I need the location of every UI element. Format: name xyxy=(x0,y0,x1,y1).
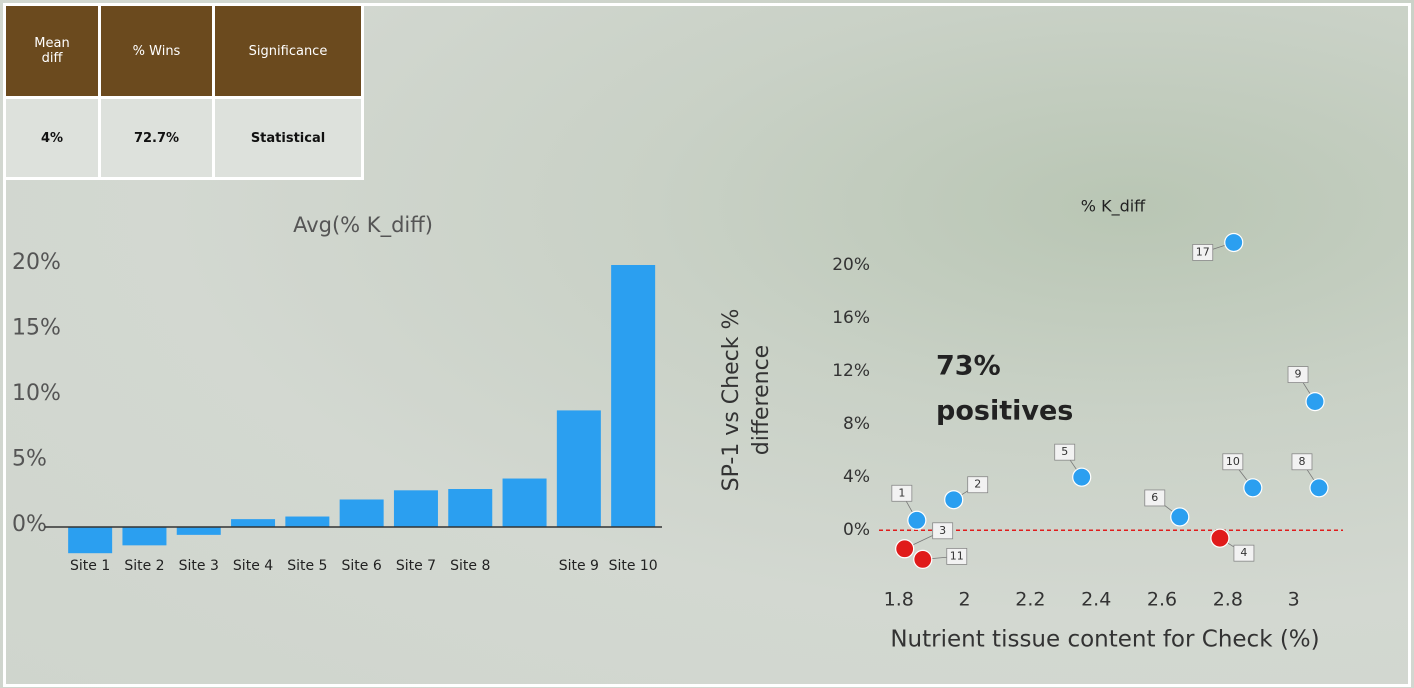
point-label: 11 xyxy=(950,549,964,562)
bar xyxy=(176,527,221,535)
point xyxy=(944,490,964,510)
x-tick-label: Site 4 xyxy=(233,558,273,574)
point-label-box xyxy=(932,522,954,540)
point-label-box xyxy=(1192,244,1214,261)
x-tick-label: Site 5 xyxy=(287,558,327,574)
y-tick-label: 20% xyxy=(832,255,870,275)
x-tick-label: Site 2 xyxy=(124,558,164,574)
y-tick-label: 20% xyxy=(12,250,61,275)
header-cell: Significance xyxy=(212,3,364,99)
annotation: positives xyxy=(936,396,1073,427)
x-tick-label: 1.8 xyxy=(884,589,914,611)
y-axis-label: SP-1 vs Check % xyxy=(719,309,744,492)
header-text: % Wins xyxy=(132,43,181,59)
bar xyxy=(122,527,167,546)
cell: Statistical xyxy=(212,96,364,180)
bar xyxy=(502,478,547,527)
point-label-box xyxy=(1222,453,1244,471)
bar xyxy=(231,519,276,527)
chart-title: % K_diff xyxy=(1081,197,1146,217)
y-tick-label: 12% xyxy=(832,361,870,381)
header-text: Mean diff xyxy=(34,36,70,66)
point-label-box xyxy=(1287,366,1309,383)
y-axis-label: difference xyxy=(749,345,774,455)
point xyxy=(1309,478,1329,498)
y-tick-label: 15% xyxy=(12,316,61,341)
x-axis-label: Nutrient tissue content for Check (%) xyxy=(890,627,1319,653)
table-row: 4% 72.7% Statistical xyxy=(3,96,364,180)
x-tick-label: Site 1 xyxy=(70,558,110,574)
point xyxy=(1210,528,1230,548)
point xyxy=(1224,232,1244,253)
x-tick-label: Site 8 xyxy=(450,558,490,574)
point-label-box xyxy=(946,547,968,565)
chart-title: Avg(% K_diff) xyxy=(293,213,433,238)
x-tick-label: 2 xyxy=(959,589,971,611)
point-label: 9 xyxy=(1295,368,1302,381)
summary-table: Mean diff % Wins Significance 4% 72.7% S… xyxy=(3,3,364,180)
bar xyxy=(393,490,438,527)
bar xyxy=(339,499,384,527)
y-tick-label: 10% xyxy=(12,381,61,406)
header-cell: % Wins xyxy=(98,3,215,99)
table-header: Mean diff % Wins Significance xyxy=(3,3,364,99)
point-label-box xyxy=(1054,443,1076,461)
point-label: 2 xyxy=(974,478,981,491)
y-tick-label: 8% xyxy=(843,414,870,434)
point xyxy=(1243,478,1263,498)
bar xyxy=(285,516,330,527)
bar xyxy=(611,265,656,527)
point xyxy=(1305,391,1325,412)
point-label: 10 xyxy=(1226,455,1240,468)
point-label: 17 xyxy=(1196,245,1210,258)
point xyxy=(913,549,933,569)
point-label-box xyxy=(1291,453,1313,471)
point-label: 3 xyxy=(939,524,946,537)
x-tick-label: 2.2 xyxy=(1015,589,1045,611)
y-tick-label: 0% xyxy=(12,512,47,537)
y-tick-label: 16% xyxy=(832,308,870,328)
annotation: 73% xyxy=(936,351,1001,382)
cell: 72.7% xyxy=(98,96,215,180)
x-tick-label: Site 3 xyxy=(179,558,219,574)
point-label: 1 xyxy=(898,486,905,499)
bar xyxy=(68,527,113,554)
x-tick-label: Site 10 xyxy=(609,558,658,574)
y-tick-label: 0% xyxy=(843,520,870,540)
x-tick-label: Site 9 xyxy=(559,558,599,574)
bar xyxy=(556,410,601,527)
cell: 4% xyxy=(3,96,101,180)
point-label-box xyxy=(891,484,913,502)
point-label: 6 xyxy=(1151,491,1158,504)
header-cell: Mean diff xyxy=(3,3,101,99)
x-tick-label: 2.4 xyxy=(1081,589,1111,611)
frame xyxy=(3,3,1411,687)
x-tick-label: Site 6 xyxy=(342,558,382,574)
point-label: 4 xyxy=(1240,546,1247,559)
y-tick-label: 4% xyxy=(843,467,870,487)
header-text: Significance xyxy=(248,43,328,59)
point-label-box xyxy=(1144,489,1166,507)
point-label: 5 xyxy=(1061,445,1068,458)
point xyxy=(1072,467,1092,487)
point xyxy=(895,539,915,559)
y-tick-label: 5% xyxy=(12,447,47,472)
bar xyxy=(448,489,493,527)
x-tick-label: 2.6 xyxy=(1147,589,1177,611)
point-label-box xyxy=(1233,544,1255,562)
point xyxy=(1170,507,1190,527)
point-label-box xyxy=(967,476,989,494)
point xyxy=(907,510,927,530)
x-tick-label: 3 xyxy=(1288,589,1300,611)
x-tick-label: Site 7 xyxy=(396,558,436,574)
x-tick-label: 2.8 xyxy=(1213,589,1243,611)
point-label: 8 xyxy=(1298,455,1305,468)
